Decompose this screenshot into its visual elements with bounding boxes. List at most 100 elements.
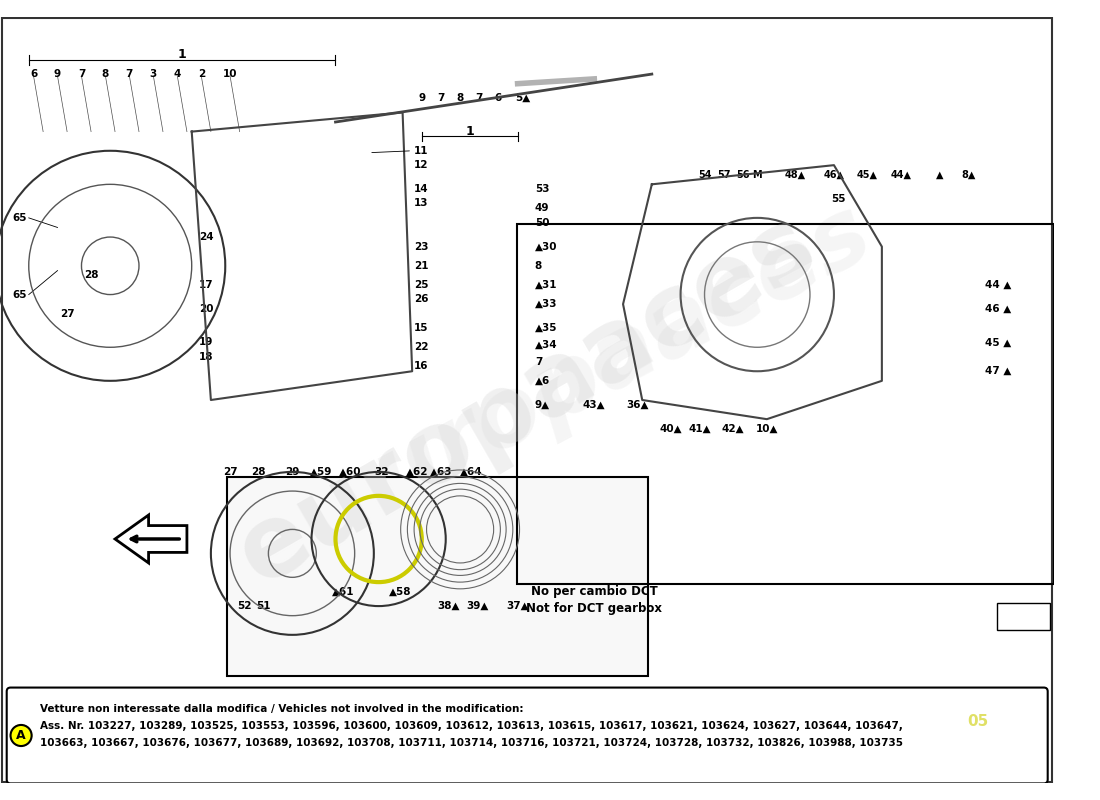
Text: 49: 49 <box>535 203 549 214</box>
Text: ▲ = 1: ▲ = 1 <box>1005 610 1041 623</box>
Text: 42▲: 42▲ <box>722 424 745 434</box>
Text: 19: 19 <box>199 338 213 347</box>
Text: ▲: ▲ <box>936 170 943 180</box>
Text: 21: 21 <box>414 261 429 271</box>
Text: M: M <box>752 170 762 180</box>
Text: 4: 4 <box>174 69 182 79</box>
Text: 11: 11 <box>414 146 429 156</box>
Text: 05: 05 <box>967 714 989 729</box>
Text: 5▲: 5▲ <box>515 93 530 103</box>
Text: 7: 7 <box>125 69 133 79</box>
Text: 25: 25 <box>414 280 429 290</box>
Text: 22: 22 <box>414 342 429 352</box>
Text: 27: 27 <box>59 309 75 318</box>
Text: 7: 7 <box>437 93 444 103</box>
FancyBboxPatch shape <box>227 477 649 676</box>
Text: ▲59: ▲59 <box>310 467 332 477</box>
Text: 65: 65 <box>12 290 26 299</box>
Text: 8: 8 <box>456 93 464 103</box>
Text: 54: 54 <box>697 170 712 180</box>
Text: ▲62: ▲62 <box>406 467 428 477</box>
Text: 46 ▲: 46 ▲ <box>984 304 1011 314</box>
Text: 2: 2 <box>198 69 205 79</box>
Text: europaaces: europaaces <box>301 186 887 556</box>
Text: 23: 23 <box>414 242 429 252</box>
Text: europaaces: europaaces <box>221 195 833 605</box>
Text: 9: 9 <box>54 69 62 79</box>
Text: 45 ▲: 45 ▲ <box>984 338 1011 347</box>
Text: Ass. Nr. 103227, 103289, 103525, 103553, 103596, 103600, 103609, 103612, 103613,: Ass. Nr. 103227, 103289, 103525, 103553,… <box>41 721 903 731</box>
Text: 32: 32 <box>374 467 388 477</box>
Text: 6: 6 <box>495 93 502 103</box>
Text: 12: 12 <box>414 160 429 170</box>
Text: ▲30: ▲30 <box>535 242 558 252</box>
Text: 1: 1 <box>178 49 187 62</box>
Text: 7: 7 <box>78 69 85 79</box>
Text: ▲64: ▲64 <box>460 467 483 477</box>
Text: ▲60: ▲60 <box>339 467 361 477</box>
Circle shape <box>11 725 32 746</box>
FancyBboxPatch shape <box>997 603 1049 630</box>
Text: 52: 52 <box>238 601 252 611</box>
Text: 48▲: 48▲ <box>785 170 806 180</box>
Text: 6: 6 <box>30 69 37 79</box>
Text: ▲31: ▲31 <box>535 280 558 290</box>
Text: 1: 1 <box>465 125 474 138</box>
Text: No per cambio DCT: No per cambio DCT <box>531 586 658 598</box>
Text: 40▲: 40▲ <box>660 424 682 434</box>
FancyBboxPatch shape <box>7 687 1047 783</box>
Text: 44▲: 44▲ <box>891 170 912 180</box>
Text: 7: 7 <box>535 357 542 366</box>
Text: 41▲: 41▲ <box>689 424 711 434</box>
Text: 43▲: 43▲ <box>583 400 606 410</box>
Text: 17: 17 <box>199 280 213 290</box>
Text: 50: 50 <box>535 218 549 228</box>
Text: 20: 20 <box>199 304 213 314</box>
Text: 18: 18 <box>199 352 213 362</box>
Text: 10▲: 10▲ <box>756 424 778 434</box>
Text: 13: 13 <box>414 198 429 209</box>
Text: 10: 10 <box>223 69 238 79</box>
Text: ▲6: ▲6 <box>535 376 550 386</box>
Text: ▲33: ▲33 <box>535 299 558 309</box>
Text: 26: 26 <box>414 294 429 304</box>
Text: 29: 29 <box>285 467 299 477</box>
Text: 47 ▲: 47 ▲ <box>984 366 1011 376</box>
Text: 65: 65 <box>12 213 26 223</box>
Text: ▲35: ▲35 <box>535 323 558 333</box>
Text: 57: 57 <box>717 170 730 180</box>
Text: 8: 8 <box>535 261 542 271</box>
Text: 14: 14 <box>414 184 429 194</box>
Text: 9: 9 <box>418 93 426 103</box>
Text: 7: 7 <box>475 93 483 103</box>
Text: A: A <box>16 729 26 742</box>
Text: Not for DCT gearbox: Not for DCT gearbox <box>526 602 662 615</box>
Text: 8▲: 8▲ <box>961 170 976 180</box>
Text: 9▲: 9▲ <box>534 400 549 410</box>
Text: 28: 28 <box>84 270 98 280</box>
Text: 8: 8 <box>102 69 109 79</box>
Text: 45▲: 45▲ <box>857 170 878 180</box>
Text: ▲63: ▲63 <box>430 467 452 477</box>
Text: 44 ▲: 44 ▲ <box>984 280 1011 290</box>
Text: ▲34: ▲34 <box>535 339 558 350</box>
Text: Vetture non interessate dalla modifica / Vehicles not involved in the modificati: Vetture non interessate dalla modifica /… <box>41 704 524 714</box>
Text: 55: 55 <box>832 194 846 204</box>
Text: 103663, 103667, 103676, 103677, 103689, 103692, 103708, 103711, 103714, 103716, : 103663, 103667, 103676, 103677, 103689, … <box>41 738 903 748</box>
Text: 38▲: 38▲ <box>438 601 460 611</box>
Text: 24: 24 <box>199 232 213 242</box>
Text: 27: 27 <box>222 467 238 477</box>
Text: 53: 53 <box>535 184 549 194</box>
Text: 36▲: 36▲ <box>626 400 649 410</box>
Text: 16: 16 <box>414 362 429 371</box>
Text: 39▲: 39▲ <box>466 601 488 611</box>
Text: ▲61: ▲61 <box>332 586 354 597</box>
Text: ▲58: ▲58 <box>389 586 411 597</box>
Text: 3: 3 <box>150 69 157 79</box>
Text: 37▲: 37▲ <box>506 601 529 611</box>
Text: 51: 51 <box>256 601 271 611</box>
Text: 15: 15 <box>414 323 429 333</box>
Text: 28: 28 <box>252 467 266 477</box>
Text: 56: 56 <box>736 170 749 180</box>
Text: 46▲: 46▲ <box>824 170 845 180</box>
